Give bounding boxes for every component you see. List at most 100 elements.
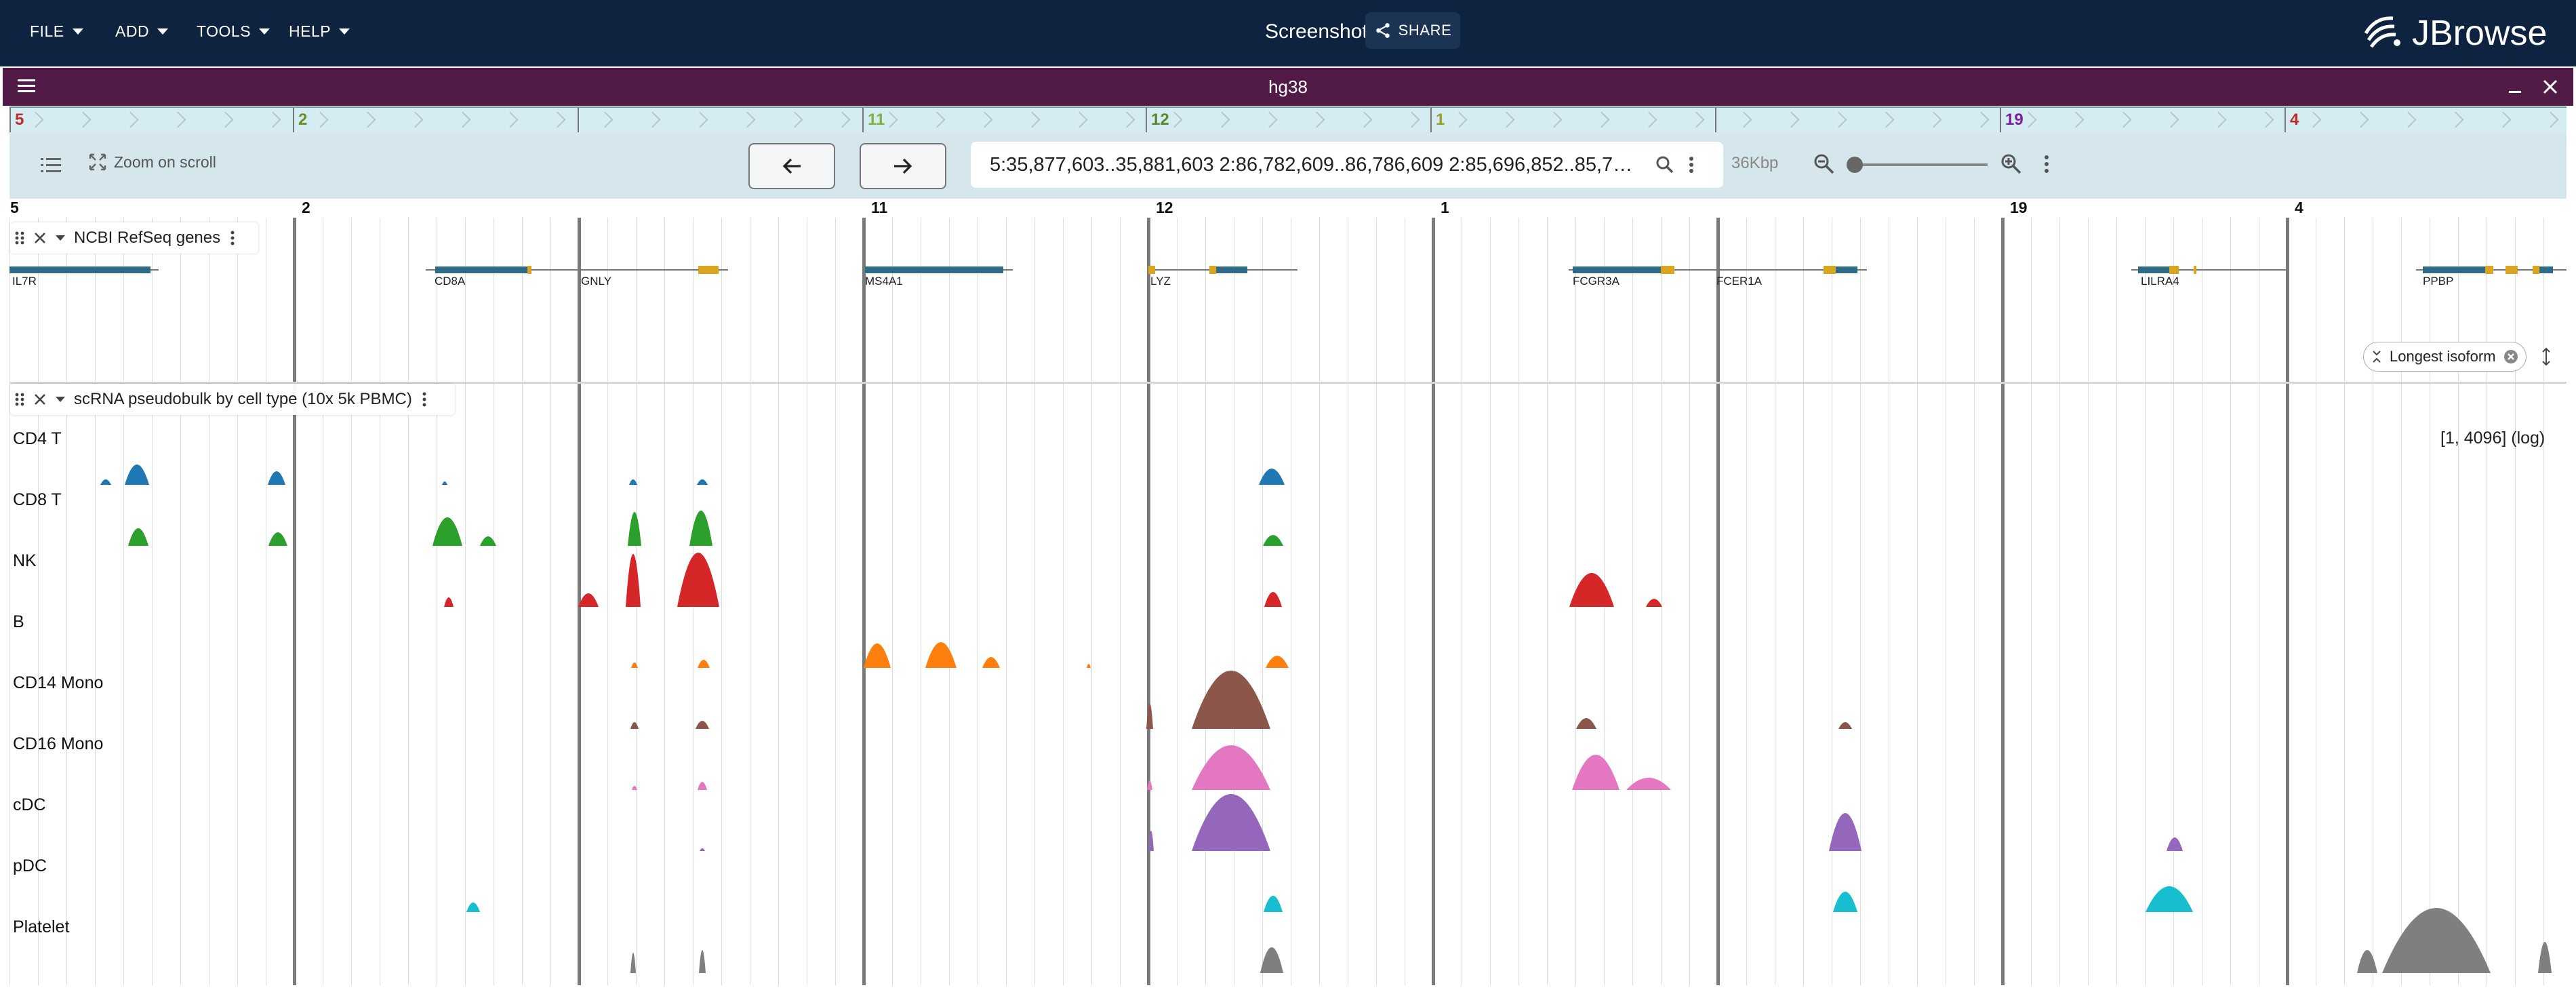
close-track-icon[interactable] [33,393,47,406]
coverage-peak [1829,813,1861,851]
grid-line [835,218,836,985]
search-icon[interactable] [1655,155,1674,174]
menu-file[interactable]: FILE [30,0,83,62]
gene-feature[interactable] [9,266,159,273]
grid-line [2116,218,2117,985]
clear-icon[interactable] [2503,349,2519,365]
zoom-on-scroll-toggle[interactable]: Zoom on scroll [88,153,216,172]
track-menu-icon[interactable] [422,391,427,408]
location-text: 5:35,877,603..35,881,603 2:86,782,609..8… [990,153,1641,176]
grid-line [2458,218,2459,985]
overview-region-label: 2 [298,111,308,129]
gene-name-label: PPBP [2423,275,2454,288]
gene-feature[interactable] [1725,266,1867,274]
minimize-icon[interactable] [2506,79,2524,96]
chevron-down-icon[interactable] [55,234,66,242]
grid-line [1034,218,1035,985]
gene-feature[interactable] [2416,266,2567,274]
gene-feature[interactable] [864,266,1013,273]
menu-help[interactable]: HELP [289,0,350,62]
gene-feature[interactable] [2131,266,2287,274]
view-options-icon[interactable] [2043,154,2050,174]
coverage-plot[interactable] [9,218,2567,985]
overview-region[interactable]: 12 [1146,108,1432,132]
location-input[interactable]: 5:35,877,603..35,881,603 2:86,782,609..8… [971,142,1723,188]
view-title: hg38 [1268,77,1308,97]
scroll-right-button[interactable] [860,143,946,189]
coverage-peak [268,532,287,546]
overview-region[interactable]: 2 [293,108,579,132]
coverage-peak [631,662,638,668]
gene-exon [2538,266,2553,273]
coverage-peak [1260,947,1283,973]
zoom-out-icon[interactable] [1813,153,1836,176]
grid-line [1632,218,1633,985]
zoom-in-icon[interactable] [2000,153,2023,176]
overview-region[interactable]: 5 [9,108,294,132]
overview-region[interactable]: 19 [2000,108,2286,132]
chevron-down-icon [339,28,350,35]
span-label: 36Kbp [1731,154,1779,172]
coverage-peak [1263,535,1283,546]
gene-name-label: GNLY [581,275,612,288]
menu-add-label: ADD [115,22,150,40]
location-options-icon[interactable] [1688,155,1695,174]
coverage-peak [1192,794,1270,851]
coverage-peak [632,786,637,790]
grid-line [1063,218,1064,985]
gene-feature[interactable] [1148,266,1297,274]
coverage-peak [1576,718,1596,729]
grid-line [1006,218,1007,985]
coverage-peak [1147,780,1152,790]
gene-utr [2485,266,2493,274]
coverage-peak [697,479,708,485]
close-icon[interactable] [2541,77,2560,96]
session-name[interactable]: Screenshot [1265,20,1368,43]
grid-line [2088,218,2089,985]
chevron-down-icon[interactable] [55,395,66,403]
menu-tools[interactable]: TOOLS [197,0,270,62]
gene-feature[interactable] [1569,266,1725,274]
zoom-slider[interactable] [1847,157,1988,173]
coverage-peak [1646,599,1662,607]
overview-region[interactable]: 1 [1430,108,1716,132]
coverage-peak [1146,703,1153,729]
grid-line [892,218,893,985]
overview-region[interactable]: 4 [2285,108,2568,132]
resize-height-icon[interactable] [2541,346,2552,367]
ruler-region-label: 4 [2295,199,2303,216]
coverage-peak [268,471,285,485]
gene-utr [2505,266,2518,274]
ruler-region-label: 2 [302,199,310,216]
track-label-genes: NCBI RefSeq genes [10,222,258,254]
track-menu-icon[interactable] [230,230,235,246]
zoom-slider-thumb[interactable] [1847,157,1863,173]
overview-region[interactable] [578,108,864,132]
overview-region[interactable] [1715,108,2001,132]
grid-line [1376,218,1377,985]
menu-file-label: FILE [30,22,64,40]
longest-isoform-chip[interactable]: Longest isoform [2363,342,2527,372]
close-track-icon[interactable] [33,231,47,245]
gene-exon [865,266,1003,273]
drag-handle-icon[interactable] [14,391,25,408]
cell-type-label: cDC [13,795,46,814]
overview-region[interactable]: 11 [862,108,1147,132]
track-selector-icon[interactable] [39,155,62,176]
gene-utr [1209,266,1216,274]
gene-feature[interactable] [426,266,531,274]
coverage-peak [2357,950,2377,973]
scroll-left-button[interactable] [748,143,835,189]
view-menu-icon[interactable] [16,77,37,95]
region-boundary [1432,218,1435,985]
ruler: 5 2 11 12 1 19 4 [9,199,2567,219]
grid-line [152,218,153,985]
coverage-peak [689,511,712,546]
grid-line [522,218,523,985]
gene-feature[interactable] [531,266,728,274]
share-button[interactable]: SHARE [1365,12,1460,49]
menu-add[interactable]: ADD [115,0,169,62]
region-overview[interactable]: 5 2 11 12 1 19 4 [9,106,2567,134]
drag-handle-icon[interactable] [14,230,25,246]
gene-features[interactable] [9,218,2567,374]
